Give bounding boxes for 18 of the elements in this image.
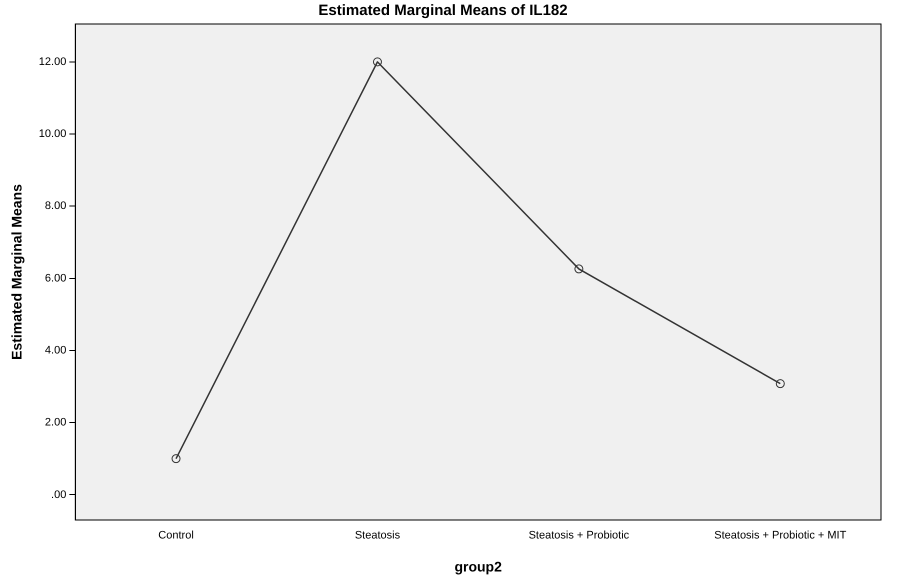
- point: [574, 264, 584, 274]
- y-tick-label: 6.00: [44, 272, 66, 284]
- point: [172, 454, 181, 464]
- point: [372, 57, 382, 66]
- y-tick-label: 2.00: [44, 416, 66, 429]
- x-axis-title: group2: [454, 558, 502, 574]
- x-tick-label: Control: [158, 530, 194, 542]
- point: [776, 379, 785, 388]
- y-tick-label: 8.00: [44, 200, 66, 212]
- y-tick-label: 10.00: [38, 128, 66, 140]
- y-tick-label: .00: [51, 488, 66, 501]
- x-tick-label: Steatosis + Probiotic + MIT: [714, 530, 847, 542]
- y-tick-label: 4.00: [44, 344, 66, 356]
- x-tick-label: Steatosis + Probiotic: [528, 530, 630, 542]
- y-tick-label: 12.00: [38, 56, 66, 68]
- x-tick-label: Steatosis: [354, 530, 401, 542]
- chart-title: Estimated Marginal Means of IL182: [318, 2, 568, 20]
- y-axis-title: Estimated Marginal Means: [8, 184, 24, 360]
